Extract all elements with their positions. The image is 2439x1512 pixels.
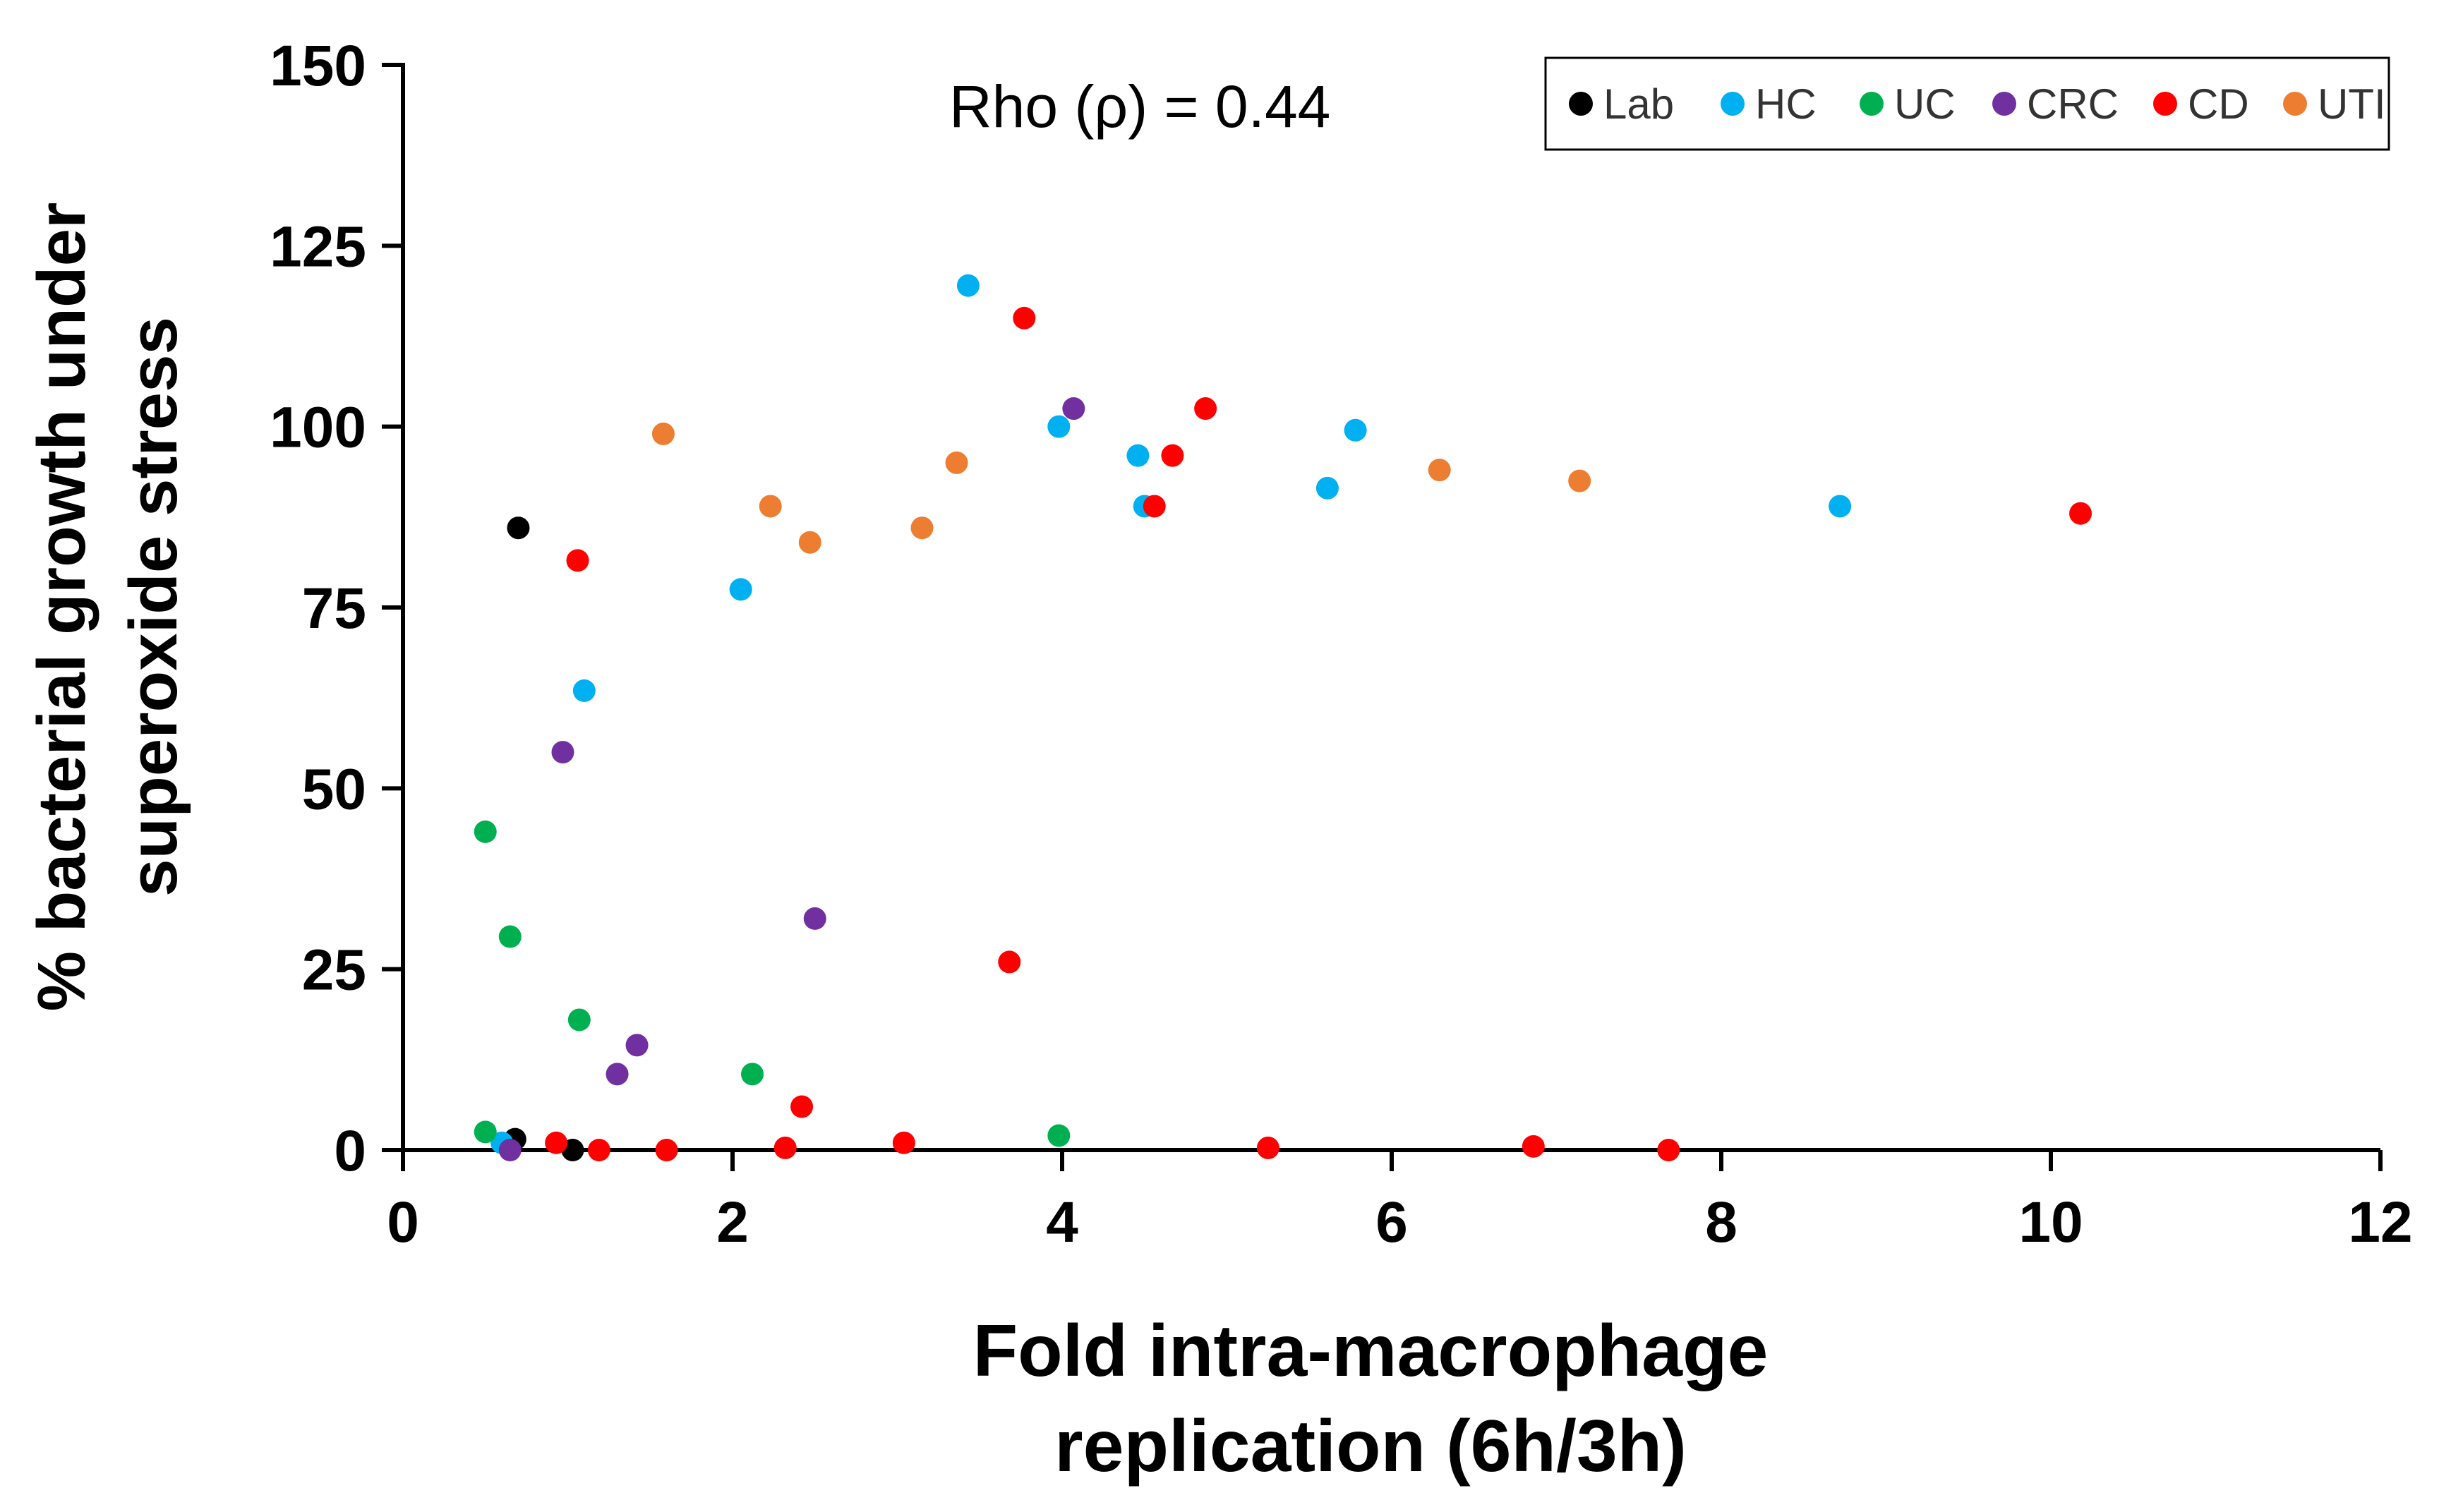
y-tick-label: 0 [334,1119,366,1183]
point-cd [655,1139,678,1161]
legend-label: UC [1894,80,1956,128]
point-crc [551,741,574,764]
data-points [474,274,2092,1161]
point-cd [1143,495,1166,518]
point-cd [1194,397,1217,421]
series-cd [545,306,2092,1161]
point-hc [729,578,752,601]
point-uc [567,1008,591,1032]
point-cd [998,950,1021,974]
point-crc [803,907,826,930]
point-cd [2069,502,2092,525]
point-uti [759,495,782,518]
series-uc [474,820,1071,1147]
point-cd [1013,306,1036,329]
point-crc [1062,397,1085,421]
point-uc [474,1120,497,1144]
point-hc [572,679,596,702]
point-hc [1315,476,1339,500]
x-axis-label-line: replication (6h/3h) [1054,1405,1687,1487]
point-uti [1568,469,1591,492]
point-uc [741,1063,764,1086]
legend-label: UTI [2318,80,2386,128]
series-crc [498,397,1085,1161]
point-cd [790,1095,814,1118]
x-axis-label-line: Fold intra-macrophage [973,1310,1769,1392]
legend-item-hc: HC [1721,80,1817,128]
legend-marker [1860,92,1884,116]
point-cd [1522,1135,1545,1158]
point-lab [507,516,530,540]
x-tick-label: 8 [1705,1190,1738,1254]
legend-item-uti: UTI [2283,80,2386,128]
legend-label: HC [1755,80,1817,128]
x-tick-label: 2 [716,1190,749,1254]
y-axis-label: % bacterial growth under superoxide stres… [24,202,191,1012]
point-uti [651,422,675,445]
x-tick-label: 0 [387,1190,419,1254]
series-hc [490,274,1852,1154]
point-hc [1126,444,1150,467]
legend-label: CRC [2027,80,2119,128]
legend-marker [1721,92,1745,116]
y-tick-label: 150 [270,34,366,98]
point-cd [892,1131,915,1154]
rho-annotation: Rho (ρ) = 0.44 [949,73,1330,140]
legend-marker [2283,92,2307,116]
point-cd [566,549,589,572]
legend-item-crc: CRC [1992,80,2119,128]
y-tick-label: 50 [302,757,366,821]
point-hc [1344,418,1367,442]
series-lab [503,516,584,1161]
point-crc [606,1063,629,1086]
point-uti [910,516,934,540]
y-tick-label: 125 [270,214,366,279]
point-uc [1047,1124,1071,1147]
axes: 0 25 50 75 100 125 150 0 2 4 6 8 10 12 [270,34,2412,1254]
point-cd [1256,1136,1279,1159]
legend-marker [2153,92,2177,116]
y-tick-label: 100 [270,396,366,460]
point-uc [474,820,497,843]
point-uti [945,451,968,474]
x-tick-label: 12 [2348,1190,2412,1254]
y-axis-label-line: superoxide stress [116,317,191,897]
x-tick-label: 6 [1375,1190,1408,1254]
legend: Lab HC UC CRC CD UTI [1544,56,2390,151]
x-axis-label: Fold intra-macrophage replication (6h/3h) [973,1310,1769,1487]
point-uti [1428,459,1451,482]
point-cd [545,1131,568,1154]
legend-label: Lab [1603,80,1674,128]
point-uti [798,531,821,554]
point-cd [1657,1139,1680,1161]
point-hc [1047,415,1071,438]
x-tick-label: 10 [2018,1190,2083,1254]
legend-marker [1569,92,1593,116]
point-cd [587,1139,610,1161]
legend-item-uc: UC [1860,80,1956,128]
point-crc [498,1139,522,1161]
y-tick-label: 25 [302,938,366,1003]
y-axis-label-line: % bacterial growth under [24,202,100,1012]
point-hc [1829,495,1852,518]
point-crc [625,1034,649,1057]
point-cd [1161,444,1184,467]
series-uti [651,422,1591,554]
point-uc [498,925,522,948]
legend-box [1544,56,2390,151]
x-tick-label: 4 [1046,1190,1078,1254]
y-tick-label: 75 [302,576,366,641]
legend-item-lab: Lab [1569,80,1674,128]
legend-item-cd: CD [2153,80,2249,128]
point-hc [956,274,980,297]
legend-marker [1992,92,2016,116]
point-cd [773,1136,797,1159]
legend-label: CD [2188,80,2249,128]
